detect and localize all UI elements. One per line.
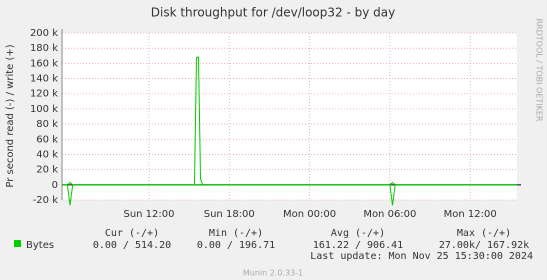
y-tick-label: 60 k (36, 134, 58, 145)
y-tick-label: 0 (52, 180, 58, 191)
legend-header: Min (-/+) (209, 228, 263, 239)
side-text: RRDTOOL / TOBI OETIKER (535, 18, 544, 121)
x-tick-label: Sun 12:00 (123, 209, 174, 220)
x-tick-label: Mon 00:00 (283, 209, 336, 220)
y-tick-label: -20 k (33, 195, 59, 206)
y-tick-label: 160 k (30, 58, 58, 69)
y-tick-label: 180 k (30, 43, 58, 54)
legend-value: 0.00 / 514.20 (93, 240, 171, 251)
legend-label: Bytes (26, 240, 54, 251)
y-tick-label: 20 k (36, 165, 58, 176)
x-tick-label: Mon 06:00 (363, 209, 416, 220)
y-tick-label: 40 k (36, 149, 58, 160)
x-tick-label: Sun 18:00 (204, 209, 255, 220)
legend-value: 27.00k/ 167.92k (439, 240, 529, 251)
y-axis-label: Pr second read (-) / write (+) (5, 44, 16, 187)
legend-header: Avg (-/+) (331, 228, 385, 239)
legend-value: 161.22 / 906.41 (313, 240, 403, 251)
footer: Munin 2.0.33-1 (243, 269, 303, 278)
x-tick-label: Mon 12:00 (444, 209, 497, 220)
data-line (62, 56, 517, 186)
plot-area (62, 33, 517, 200)
data-line (62, 184, 517, 206)
legend-header: Max (-/+) (457, 228, 511, 239)
y-tick-label: 140 k (30, 74, 58, 85)
y-tick-label: 100 k (30, 104, 58, 115)
last-update: Last update: Mon Nov 25 15:30:00 2024 (310, 251, 533, 262)
legend-value: 0.00 / 196.71 (197, 240, 275, 251)
legend-header: Cur (-/+) (105, 228, 159, 239)
legend-swatch (14, 240, 21, 247)
y-tick-label: 80 k (36, 119, 58, 130)
y-tick-label: 120 k (30, 89, 58, 100)
chart-title: Disk throughput for /dev/loop32 - by day (151, 6, 395, 20)
y-tick-label: 200 k (30, 28, 58, 39)
